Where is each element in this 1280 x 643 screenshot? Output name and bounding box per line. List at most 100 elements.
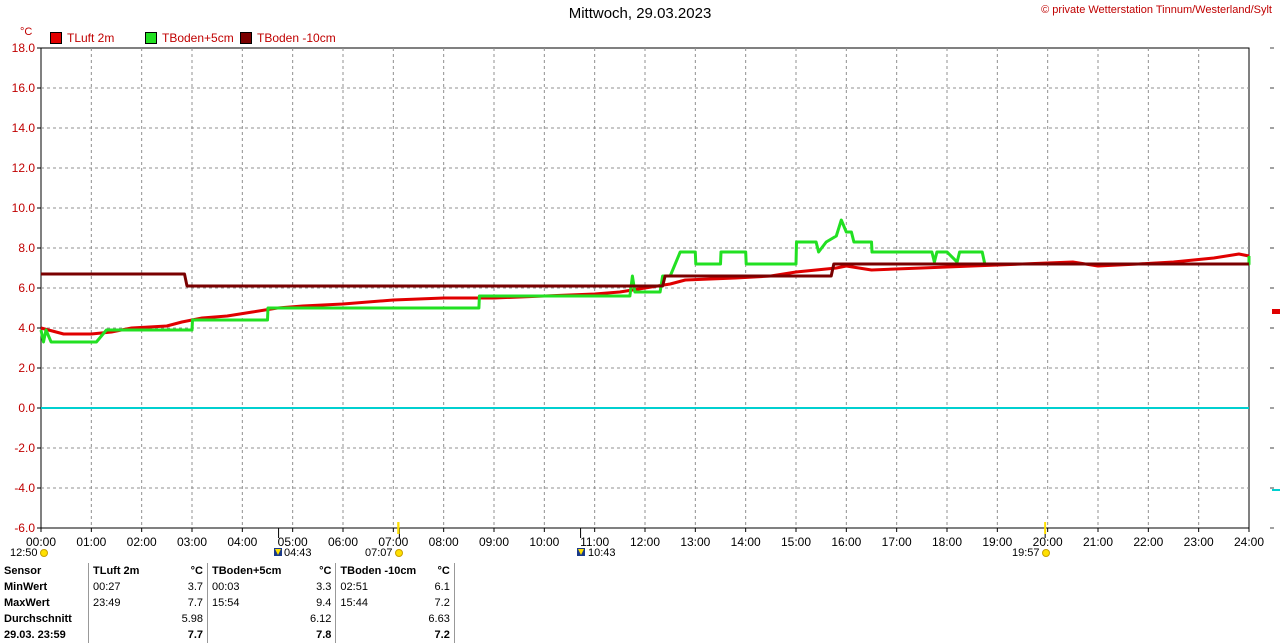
stats-row-label: MaxWert [4,597,50,609]
y-tick-label: 6.0 [18,281,35,295]
stats-row-label: MinWert [4,581,48,593]
stats-row: 29.03. 23:59 7.7 7.8 7.2 [0,627,465,643]
x-tick-label: 02:00 [127,535,157,549]
x-tick-label: 16:00 [831,535,861,549]
stats-value: 3.3 [316,581,332,593]
stats-value: 6.1 [434,581,450,593]
stats-time [335,627,425,643]
stats-end-separator [453,579,465,595]
x-tick-label: 22:00 [1133,535,1163,549]
stats-row: Durchschnitt 5.98 6.12 6.63 [0,611,465,627]
x-tick-label: 04:00 [227,535,257,549]
right-current-marker [1272,309,1280,314]
stats-time: 23:49 [88,595,177,611]
stats-header-sensor: Sensor [4,565,42,577]
y-tick-label: 12.0 [12,161,36,175]
y-tick-label: 8.0 [18,241,35,255]
stats-time: 00:03 [207,579,306,595]
legend-label-tluft: TLuft 2m [67,31,115,45]
moon-time-3: 10:43 [588,547,616,559]
stats-header-row: Sensor TLuft 2m °C TBoden+5cm °C TBoden … [0,563,465,579]
sun-icon [1042,549,1050,557]
legend-item-tboden10: TBoden -10cm [240,31,336,45]
x-tick-label: 03:00 [177,535,207,549]
x-tick-label: 10:00 [529,535,559,549]
sun-time-0: 12:50 [10,547,38,559]
stats-header-unit1: °C [190,565,203,577]
y-tick-label: 2.0 [18,361,35,375]
stats-value: 9.4 [316,597,332,609]
legend-item-tluft: TLuft 2m [50,31,114,45]
stats-row-label: 29.03. 23:59 [4,629,66,641]
y-tick-label: 16.0 [12,81,36,95]
stats-header-s2: TBoden+5cm [207,563,306,579]
stats-time [207,627,306,643]
chart-title: Mittwoch, 29.03.2023 [568,5,712,22]
legend-label-tboden10: TBoden -10cm [257,31,336,45]
stats-end-separator [453,611,465,627]
x-tick-label: 05:00 [278,535,308,549]
y-unit-label: °C [20,26,33,38]
stats-time: 15:44 [335,595,425,611]
y-tick-label: -6.0 [14,521,35,535]
x-tick-label: 08:00 [429,535,459,549]
x-tick-label: 01:00 [76,535,106,549]
x-tick-label: 06:00 [328,535,358,549]
x-tick-label: 24:00 [1234,535,1264,549]
stats-value: 6.63 [428,613,450,625]
sun-icon [40,549,48,557]
stats-value: 6.12 [310,613,332,625]
stats-end-separator [453,627,465,643]
stats-header-s1: TLuft 2m [88,563,177,579]
legend-label-tboden5: TBoden+5cm [162,31,234,45]
stats-header-s3: TBoden -10cm [335,563,425,579]
y-tick-label: 14.0 [12,121,36,135]
stats-header-unit2: °C [319,565,332,577]
x-tick-label: 11:00 [580,535,609,549]
stats-end-separator [453,563,465,579]
x-tick-label: 20:00 [1033,535,1063,549]
stats-value: 7.2 [434,629,450,641]
stats-row: MaxWert 23:49 7.7 15:54 9.4 15:44 7.2 [0,595,465,611]
x-tick-label: 19:00 [982,535,1012,549]
stats-value: 7.2 [434,597,450,609]
series-line-2 [41,262,1249,288]
stats-time [335,611,425,627]
x-tick-label: 21:00 [1083,535,1113,549]
stats-time: 00:27 [88,579,177,595]
stats-end-separator [453,595,465,611]
legend-swatch-tboden10 [240,32,252,44]
y-tick-label: 4.0 [18,321,35,335]
y-tick-label: -4.0 [14,481,35,495]
x-tick-label: 14:00 [731,535,761,549]
stats-row: MinWert 00:27 3.7 00:03 3.3 02:51 6.1 [0,579,465,595]
temperature-chart: 00:00 01:00 02:00 03:00 04:00 05:00 06:00 07:00… [12,41,1280,557]
legend-swatch-tluft [50,32,62,44]
x-tick-label: 18:00 [932,535,962,549]
x-tick-label: 00:00 [26,535,56,549]
legend-item-tboden5: TBoden+5cm [145,31,234,45]
moon-icon-detail [578,549,584,555]
stats-row-label: Durchschnitt [4,613,72,625]
moon-icon-detail [275,549,281,555]
stats-header-unit3: °C [437,565,450,577]
stats-time [88,627,177,643]
x-tick-label: 07:00 [378,535,408,549]
stats-time [207,611,306,627]
stats-value: 7.7 [187,597,203,609]
x-tick-label: 09:00 [479,535,509,549]
stats-time [88,611,177,627]
y-tick-label: 10.0 [12,201,36,215]
x-tick-label: 23:00 [1184,535,1214,549]
stats-value: 7.7 [187,629,203,641]
x-tick-label: 13:00 [680,535,710,549]
moon-time-1: 04:43 [284,547,312,559]
sun-icon [395,549,403,557]
y-tick-label: -2.0 [14,441,35,455]
stats-time: 02:51 [335,579,425,595]
x-tick-label: 12:00 [630,535,660,549]
legend-swatch-tboden5 [145,32,157,44]
x-tick-label: 15:00 [781,535,811,549]
stats-value: 3.7 [187,581,203,593]
y-tick-label: 18.0 [12,41,36,55]
